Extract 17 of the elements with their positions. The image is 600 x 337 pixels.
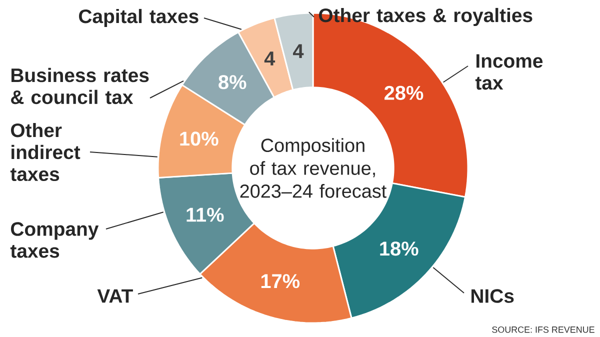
slice-label: Company taxes [10, 222, 99, 258]
slice-label: Income tax [475, 54, 543, 90]
slice-label: Capital taxes [78, 8, 198, 28]
slice-label: Business rates & council tax [11, 68, 149, 104]
data-label: 28% [384, 86, 424, 100]
slice-label: Other indirect taxes [10, 122, 80, 182]
text: Composition of tax revenue, 2023–24 forecast [240, 138, 386, 198]
data-label: 11% [186, 208, 224, 222]
data-label: 8% [218, 75, 246, 90]
slice-label: VAT [97, 289, 133, 303]
data-label: 4 [292, 44, 304, 58]
data-label: 18% [380, 242, 418, 256]
data-label: 4 [264, 52, 276, 66]
slice-label: NICs [471, 289, 514, 303]
source-note: SOURCE: IFS REVENUE [492, 326, 594, 333]
data-label: 17% [261, 274, 300, 288]
data-label: 10% [180, 132, 218, 146]
